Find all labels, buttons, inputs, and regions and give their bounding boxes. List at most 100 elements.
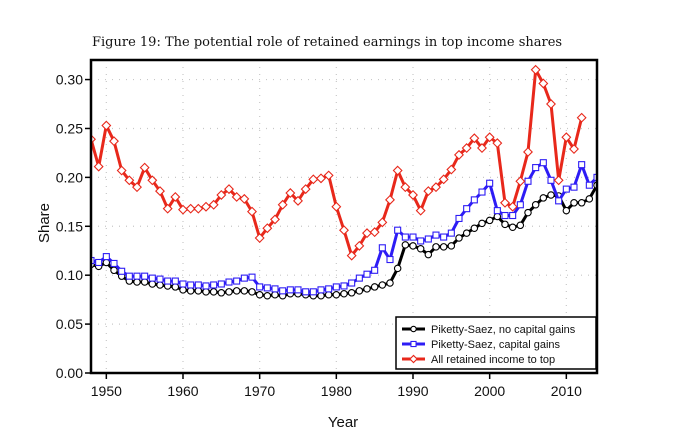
data-point <box>470 224 479 232</box>
data-point <box>386 255 394 264</box>
data-point <box>501 211 509 220</box>
data-point <box>570 183 578 191</box>
data-point <box>178 204 188 215</box>
data-point <box>555 197 563 205</box>
data-point <box>524 177 532 185</box>
data-point <box>438 174 449 185</box>
data-point <box>409 233 417 241</box>
data-point <box>193 203 204 214</box>
series-line <box>91 68 584 258</box>
data-point <box>431 182 441 193</box>
data-point <box>446 164 457 175</box>
data-point <box>410 340 417 348</box>
data-point <box>362 228 372 239</box>
data-point <box>508 223 517 232</box>
data-point <box>324 290 333 299</box>
data-point <box>155 186 165 197</box>
series-layer <box>91 64 597 300</box>
data-point <box>156 281 164 289</box>
legend-entry: All retained income to top <box>402 354 555 366</box>
data-point <box>546 99 556 109</box>
data-point <box>530 64 541 75</box>
y-axis: 0.00 0.05 0.10 0.15 0.20 0.25 0.30 <box>56 72 91 381</box>
data-point <box>139 162 150 173</box>
data-point <box>209 288 218 296</box>
data-point <box>401 233 409 241</box>
data-point <box>415 205 426 216</box>
data-point <box>147 175 158 186</box>
plot-frame <box>89 58 599 375</box>
data-point <box>171 277 179 285</box>
data-point <box>386 279 394 287</box>
x-tick-label: 1950 <box>91 383 122 399</box>
data-point <box>385 194 395 205</box>
data-point <box>347 289 356 297</box>
data-point <box>484 132 495 143</box>
data-point <box>263 284 271 292</box>
y-tick-label: 0.10 <box>56 267 83 283</box>
data-point <box>202 288 210 296</box>
data-point <box>140 278 149 286</box>
y-tick-label: 0.25 <box>56 120 83 136</box>
data-point <box>455 214 463 223</box>
x-tick-label: 1970 <box>244 383 275 399</box>
data-point <box>217 289 226 297</box>
x-axis: 1950 1960 1970 1980 1990 2000 2010 <box>91 373 582 399</box>
data-point <box>562 206 571 215</box>
data-point <box>254 233 265 243</box>
y-tick-label: 0.30 <box>56 72 83 88</box>
data-point <box>339 225 349 236</box>
data-point <box>179 280 187 288</box>
data-point <box>277 199 288 210</box>
data-point <box>239 193 250 204</box>
data-point <box>202 282 210 290</box>
data-point <box>118 267 126 275</box>
data-point <box>509 211 517 220</box>
data-point <box>369 227 380 238</box>
data-point <box>454 149 464 160</box>
data-point <box>279 287 287 295</box>
y-tick-label: 0.15 <box>56 218 83 234</box>
data-point <box>462 229 471 237</box>
data-point <box>539 159 547 167</box>
data-point <box>340 282 348 290</box>
data-point <box>270 214 280 225</box>
figure-caption: Figure 19: The potential role of retaine… <box>92 35 562 50</box>
data-point <box>409 242 417 250</box>
data-point <box>507 201 518 212</box>
data-point <box>478 188 486 196</box>
data-point <box>224 184 234 195</box>
x-tick-label: 1960 <box>167 383 198 399</box>
y-tick-label: 0.00 <box>56 365 83 381</box>
data-point <box>569 144 579 154</box>
data-point <box>101 120 112 131</box>
data-point <box>293 195 303 206</box>
data-point <box>247 206 257 217</box>
data-point <box>500 197 510 208</box>
data-point <box>133 278 141 286</box>
data-point <box>325 285 333 293</box>
y-tick-label: 0.05 <box>56 316 83 332</box>
data-point <box>256 283 264 291</box>
data-point <box>432 243 440 251</box>
data-point <box>285 188 296 199</box>
data-point <box>531 201 540 209</box>
data-point <box>585 195 594 203</box>
data-point <box>562 185 570 193</box>
legend-label: Piketty-Saez, no capital gains <box>431 324 576 336</box>
data-point <box>179 286 187 294</box>
data-point <box>394 226 402 234</box>
data-point <box>478 219 486 228</box>
data-point <box>593 173 597 181</box>
data-point <box>240 274 248 282</box>
data-point <box>91 256 95 265</box>
legend-label: Piketty-Saez, capital gains <box>431 339 561 351</box>
data-point <box>370 283 379 291</box>
data-point <box>225 278 233 286</box>
series-2 <box>91 159 597 296</box>
data-point <box>271 285 279 293</box>
data-point <box>187 281 195 289</box>
data-point <box>363 285 371 293</box>
data-point <box>102 253 110 261</box>
